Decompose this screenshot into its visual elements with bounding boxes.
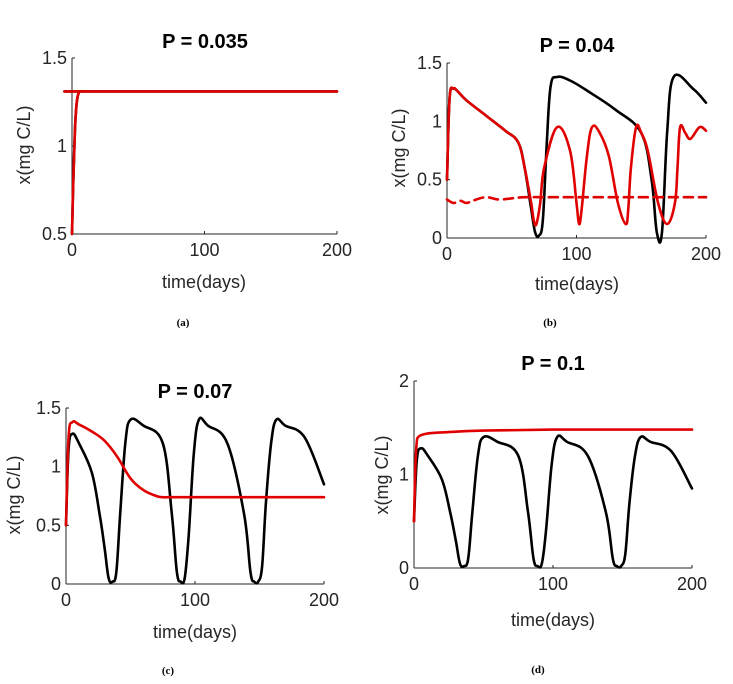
panel-d: P = 0.1 time(days) x(mg C/L) (d) 0 100 200…: [372, 353, 707, 676]
series-line-black: [64, 416, 326, 585]
y-axis-label: x(mg C/L): [14, 105, 34, 184]
y-tick-label: 1: [399, 465, 409, 485]
y-tick-label: 1.5: [42, 48, 67, 68]
chart-title: P = 0.04: [540, 35, 616, 57]
series-line-red: [63, 89, 339, 236]
panel-caption: (d): [531, 664, 545, 676]
series-line-red: [445, 86, 708, 227]
y-tick-label: 1: [432, 111, 442, 131]
series-line-red: [412, 428, 694, 523]
y-tick-label: 0.5: [36, 515, 61, 535]
x-tick-label: 200: [309, 590, 339, 610]
y-tick-label: 1.5: [417, 53, 442, 73]
x-tick-label: 100: [180, 590, 210, 610]
x-tick-label: 200: [691, 244, 721, 264]
panel-b: P = 0.04 time(days) x(mg C/L) (b) 0 100 20…: [389, 35, 721, 329]
panel-a: P = 0.035 time(days) x(mg C/L) (a) 0 100 2…: [14, 31, 352, 329]
x-tick-label: 100: [538, 574, 568, 594]
y-tick-label: 0.5: [417, 170, 442, 190]
panel-caption: (b): [543, 317, 557, 329]
panel-caption: (c): [162, 665, 175, 677]
y-tick-label: 0: [51, 574, 61, 594]
series-line-black: [63, 89, 339, 236]
y-tick-label: 1: [57, 136, 67, 156]
y-axis-label: x(mg C/L): [372, 435, 392, 514]
y-tick-label: 1: [51, 457, 61, 477]
x-axis-label: time(days): [153, 622, 237, 642]
y-tick-label: 0: [399, 558, 409, 578]
x-axis-label: time(days): [535, 274, 619, 294]
y-tick-label: 2: [399, 371, 409, 391]
x-axis-label: time(days): [511, 610, 595, 630]
x-tick-label: 0: [442, 244, 452, 264]
x-tick-label: 100: [561, 244, 591, 264]
y-axis-label: x(mg C/L): [389, 108, 409, 187]
y-tick-label: 0.5: [42, 224, 67, 244]
x-tick-label: 0: [61, 590, 71, 610]
series-line-black: [445, 73, 708, 244]
x-tick-label: 100: [189, 240, 219, 260]
series-line-black: [412, 434, 694, 569]
x-tick-label: 200: [677, 574, 707, 594]
y-tick-label: 1.5: [36, 398, 61, 418]
panel-c: P = 0.07 time(days) x(mg C/L) (c) 0 100 20…: [4, 381, 339, 677]
chart-title: P = 0.1: [521, 353, 585, 375]
panel-caption: (a): [177, 317, 190, 329]
series-line-red-dashed: [445, 195, 708, 205]
series-line-red: [64, 419, 326, 527]
y-tick-label: 0: [432, 228, 442, 248]
chart-title: P = 0.035: [162, 31, 248, 53]
x-tick-label: 0: [409, 574, 419, 594]
y-axis-label: x(mg C/L): [4, 455, 24, 534]
x-tick-label: 0: [67, 240, 77, 260]
chart-title: P = 0.07: [158, 381, 233, 403]
x-tick-label: 200: [322, 240, 352, 260]
x-axis-label: time(days): [162, 272, 246, 292]
